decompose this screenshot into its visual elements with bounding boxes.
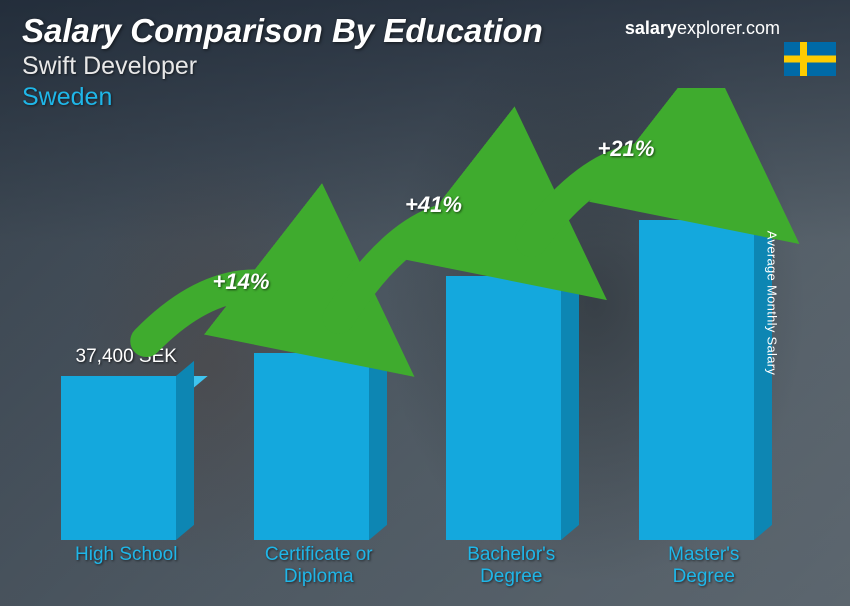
brand-tld: .com xyxy=(741,18,780,38)
brand-light: explorer xyxy=(677,18,741,38)
bar-chart: 37,400 SEK 42,700 SEK 60,200 SEK 73,000 … xyxy=(30,88,800,588)
increase-pct-label: +21% xyxy=(598,136,655,162)
increase-arc xyxy=(30,88,800,588)
brand-logo: salaryexplorer.com xyxy=(625,18,780,39)
y-axis-label: Average Monthly Salary xyxy=(764,231,779,375)
chart-subtitle: Swift Developer xyxy=(22,52,828,81)
sweden-flag-icon xyxy=(784,42,836,76)
brand-bold: salary xyxy=(625,18,677,38)
chart-country: Sweden xyxy=(22,83,828,112)
